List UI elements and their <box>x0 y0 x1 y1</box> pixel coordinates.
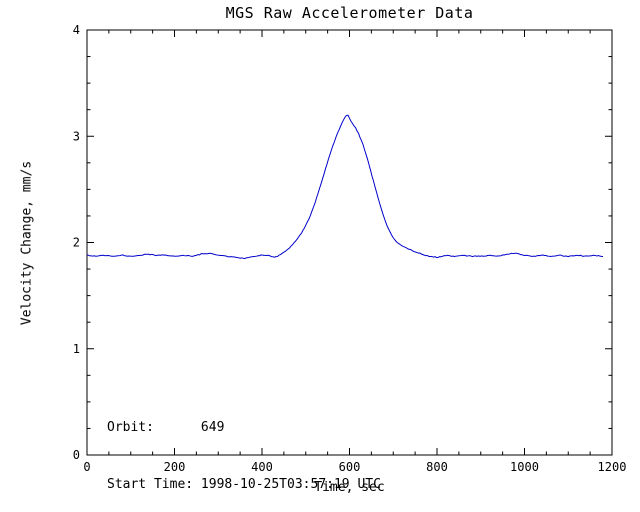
x-axis-label: Time, sec <box>314 480 385 495</box>
annotation-orbit: Orbit: 649 <box>107 420 225 435</box>
y-axis-label: Velocity Change, mm/s <box>19 160 35 326</box>
annotation-start-time: Start Time: 1998-10-25T03:57:19 UTC <box>107 477 381 492</box>
chart-title: MGS Raw Accelerometer Data <box>225 4 474 22</box>
annotation-block: Orbit: 649 Start Time: 1998-10-25T03:57:… <box>107 380 381 512</box>
